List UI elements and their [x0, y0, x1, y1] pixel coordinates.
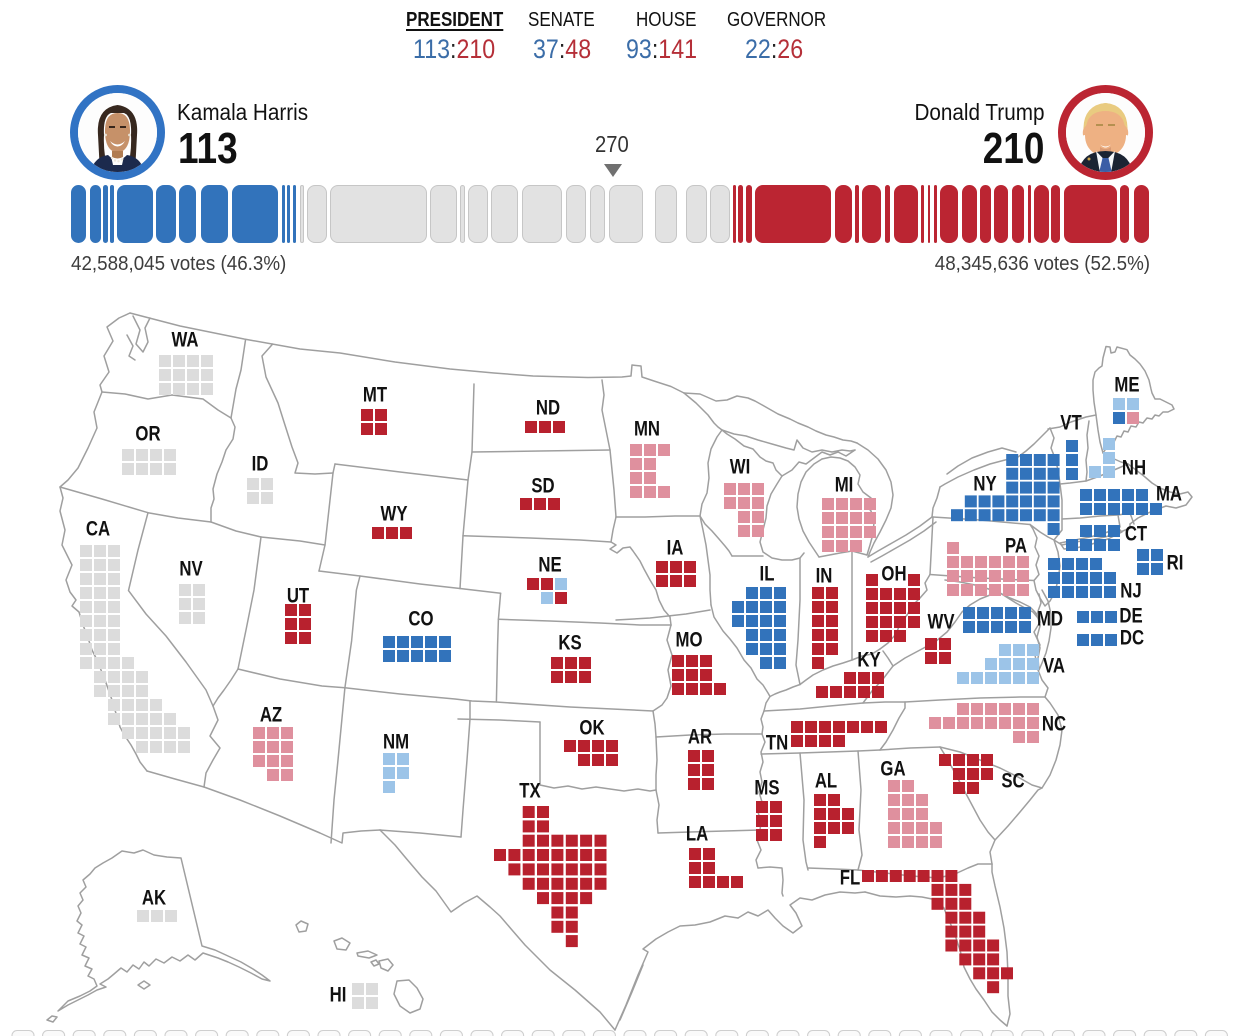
svg-text:WV: WV [927, 611, 954, 634]
svg-text:TN: TN [766, 732, 788, 755]
svg-text:TX: TX [519, 780, 541, 803]
svg-text:GA: GA [880, 758, 905, 781]
svg-text:ID: ID [252, 453, 269, 476]
svg-text:IA: IA [667, 537, 684, 560]
svg-text:WA: WA [171, 329, 198, 352]
svg-text:AZ: AZ [260, 704, 283, 727]
svg-text:CT: CT [1125, 523, 1148, 546]
svg-text:PA: PA [1005, 535, 1027, 558]
svg-text:MN: MN [634, 418, 660, 441]
svg-text:WY: WY [380, 503, 407, 526]
svg-text:MI: MI [835, 474, 854, 497]
svg-text:OH: OH [881, 563, 906, 586]
svg-text:MA: MA [1156, 483, 1182, 506]
svg-text:DE: DE [1119, 605, 1142, 628]
svg-text:KS: KS [558, 632, 581, 655]
svg-text:LA: LA [686, 823, 708, 846]
svg-text:ME: ME [1114, 374, 1139, 397]
svg-text:NC: NC [1042, 713, 1066, 736]
svg-text:MD: MD [1037, 608, 1063, 631]
svg-text:HI: HI [330, 984, 347, 1007]
svg-text:ND: ND [536, 397, 560, 420]
svg-text:MS: MS [754, 777, 779, 800]
svg-text:KY: KY [857, 649, 880, 672]
svg-text:NJ: NJ [1120, 580, 1141, 603]
svg-text:MO: MO [675, 629, 702, 652]
svg-text:VT: VT [1060, 412, 1082, 435]
svg-text:NM: NM [383, 731, 409, 754]
svg-text:IL: IL [760, 563, 775, 586]
svg-text:SD: SD [531, 475, 554, 498]
svg-text:DC: DC [1120, 627, 1144, 650]
svg-text:VA: VA [1043, 655, 1065, 678]
svg-text:AR: AR [688, 726, 712, 749]
svg-text:UT: UT [287, 585, 310, 608]
svg-text:WI: WI [730, 456, 750, 479]
svg-text:SC: SC [1001, 770, 1024, 793]
svg-text:NH: NH [1122, 457, 1146, 480]
svg-text:MT: MT [363, 384, 387, 407]
svg-text:AL: AL [815, 770, 838, 793]
svg-text:OR: OR [135, 423, 160, 446]
svg-text:NV: NV [179, 558, 202, 581]
svg-text:IN: IN [816, 565, 833, 588]
svg-text:CA: CA [86, 518, 110, 541]
svg-text:FL: FL [840, 867, 861, 890]
svg-text:AK: AK [142, 887, 166, 910]
svg-text:RI: RI [1167, 552, 1184, 575]
svg-text:CO: CO [408, 608, 433, 631]
svg-text:NY: NY [973, 473, 996, 496]
svg-text:OK: OK [579, 717, 604, 740]
svg-text:NE: NE [538, 554, 561, 577]
